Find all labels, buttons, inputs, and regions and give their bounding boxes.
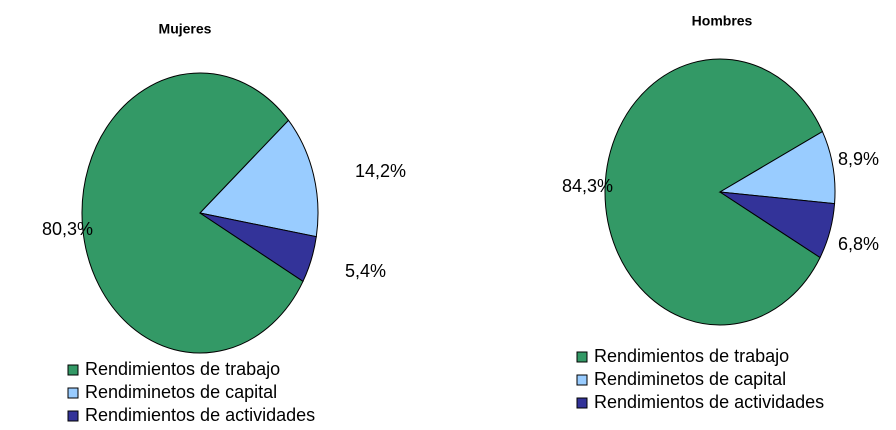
legend-label: Rendimientos de trabajo xyxy=(85,359,280,379)
chart-title: Mujeres xyxy=(159,21,212,37)
legend-label: Rendimientos de actividades xyxy=(85,405,315,425)
data-label: 8,9% xyxy=(838,149,879,169)
legend-swatch xyxy=(67,410,79,422)
chart-title: Hombres xyxy=(692,13,753,29)
pie-slice xyxy=(199,212,317,283)
legend-label: Rendiminetos de capital xyxy=(85,382,277,402)
pie-slice xyxy=(604,58,824,326)
legend-swatch xyxy=(67,364,79,376)
legend-label: Rendimientos de actividades xyxy=(594,392,824,412)
data-label: 5,4% xyxy=(345,261,386,281)
legend-swatch xyxy=(67,387,79,399)
legend-swatch xyxy=(576,397,588,409)
pie-slice xyxy=(199,119,319,238)
legend-swatch xyxy=(576,374,588,386)
data-label: 84,3% xyxy=(562,176,613,196)
legend-label: Rendimientos de trabajo xyxy=(594,346,789,366)
legend-label: Rendiminetos de capital xyxy=(594,369,786,389)
data-label: 14,2% xyxy=(355,161,406,181)
data-label: 6,8% xyxy=(838,234,879,254)
pie-slice xyxy=(719,191,836,259)
data-label: 80,3% xyxy=(42,219,93,239)
legend-swatch xyxy=(576,351,588,363)
pie-slice xyxy=(81,72,304,354)
